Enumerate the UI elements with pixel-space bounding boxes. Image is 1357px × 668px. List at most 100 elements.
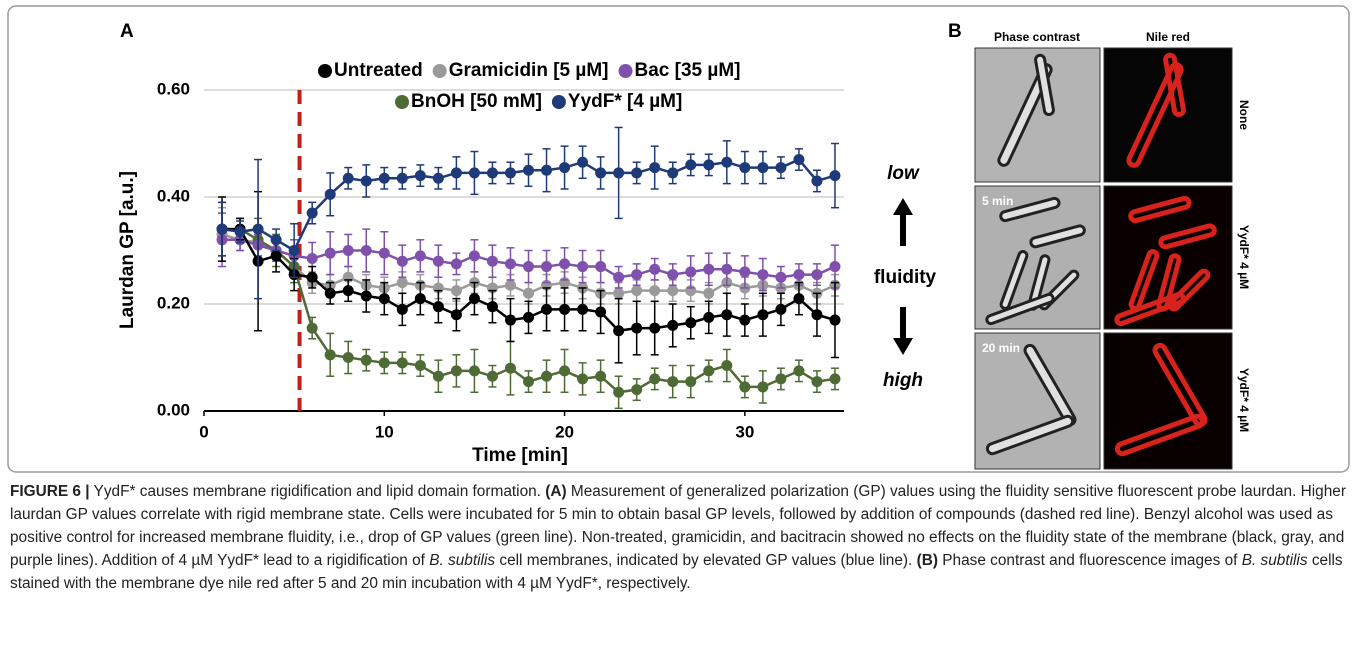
y-tick-label: 0.00	[157, 400, 190, 419]
data-point	[324, 247, 336, 259]
column-header: Phase contrast	[994, 30, 1080, 44]
data-point	[595, 261, 607, 273]
data-point	[667, 285, 679, 297]
data-point	[631, 269, 643, 281]
data-point	[667, 319, 679, 331]
data-point	[486, 255, 498, 267]
column-header: Nile red	[1146, 30, 1190, 44]
row-label: None	[1237, 100, 1251, 130]
caption-text: YydF* causes membrane rigidification and…	[89, 483, 546, 500]
data-point	[523, 287, 535, 299]
data-point	[432, 370, 444, 382]
data-point	[468, 250, 480, 262]
data-point	[306, 207, 318, 219]
data-point	[450, 167, 462, 179]
data-point	[703, 311, 715, 323]
y-tick-label: 0.40	[157, 186, 190, 205]
data-point	[613, 271, 625, 283]
caption-text: Phase contrast and fluorescence images o…	[937, 552, 1242, 569]
caption: FIGURE 6 | YydF* causes membrane rigidif…	[10, 480, 1348, 595]
data-point	[703, 287, 715, 299]
figure-frame	[7, 5, 1350, 473]
caption-text: Measurement of generalized polarization …	[10, 483, 1346, 569]
data-point	[324, 349, 336, 361]
data-point	[360, 245, 372, 256]
data-point	[649, 373, 661, 385]
data-point	[450, 309, 462, 321]
annotation: fluidity	[874, 267, 937, 288]
data-point	[541, 303, 553, 315]
data-point	[577, 261, 589, 273]
data-point	[396, 303, 408, 315]
data-point	[559, 303, 571, 315]
legend-label: BnOH [50 mM]	[411, 91, 542, 112]
caption-text: FIGURE 6 |	[10, 483, 90, 500]
legend-marker	[395, 95, 409, 109]
time-label: 5 min	[982, 194, 1013, 208]
data-point	[360, 290, 372, 302]
data-point	[450, 285, 462, 297]
data-point	[523, 376, 535, 388]
data-point	[414, 250, 426, 262]
figure: A Laurdan GP [a.u.] Time [min] low fluid…	[7, 5, 1350, 473]
data-point	[703, 263, 715, 275]
data-point	[631, 167, 643, 179]
data-point	[541, 370, 553, 382]
data-point	[595, 167, 607, 179]
data-point	[577, 303, 589, 315]
data-point	[613, 287, 625, 299]
data-point	[270, 250, 282, 262]
data-point	[721, 156, 733, 168]
legend-marker	[551, 95, 566, 109]
data-point	[613, 325, 625, 337]
data-point	[342, 352, 354, 363]
data-point	[486, 370, 498, 382]
data-point	[685, 376, 697, 388]
data-point	[613, 386, 625, 398]
data-point	[667, 376, 679, 388]
data-point	[324, 287, 336, 299]
data-point	[721, 360, 733, 372]
data-point	[504, 167, 516, 179]
data-point	[739, 162, 751, 174]
data-point	[631, 285, 643, 297]
y-axis-label: Laurdan GP [a.u.]	[117, 171, 138, 329]
data-point	[378, 172, 390, 184]
data-point	[649, 285, 661, 297]
data-point	[829, 373, 841, 385]
data-point	[613, 167, 625, 179]
x-tick-label: 10	[375, 422, 394, 441]
legend-marker	[618, 64, 633, 78]
data-point	[757, 309, 769, 321]
data-point	[757, 269, 769, 281]
micrograph-fluorescence	[1103, 47, 1233, 470]
micrograph-phase	[974, 47, 1101, 470]
data-point	[685, 159, 697, 171]
data-point	[414, 360, 426, 372]
data-point	[270, 234, 282, 246]
x-tick-label: 20	[555, 422, 574, 441]
data-point	[306, 253, 318, 265]
caption-text: (B)	[916, 552, 938, 569]
data-point	[396, 277, 408, 289]
data-point	[685, 317, 697, 329]
data-point	[595, 306, 607, 318]
data-point	[793, 293, 805, 305]
data-point	[811, 309, 823, 321]
data-point	[739, 266, 751, 278]
data-point	[378, 357, 390, 369]
data-point	[324, 188, 336, 200]
data-point	[811, 269, 823, 281]
data-point	[595, 370, 607, 382]
data-point	[360, 175, 372, 187]
data-point	[234, 226, 246, 238]
data-point	[504, 362, 516, 374]
data-point	[667, 269, 679, 281]
data-point	[559, 162, 571, 174]
data-point	[378, 247, 390, 259]
data-point	[757, 381, 769, 393]
data-point	[541, 164, 553, 176]
data-point	[450, 365, 462, 377]
arrow-down	[893, 307, 913, 355]
data-point	[721, 263, 733, 275]
